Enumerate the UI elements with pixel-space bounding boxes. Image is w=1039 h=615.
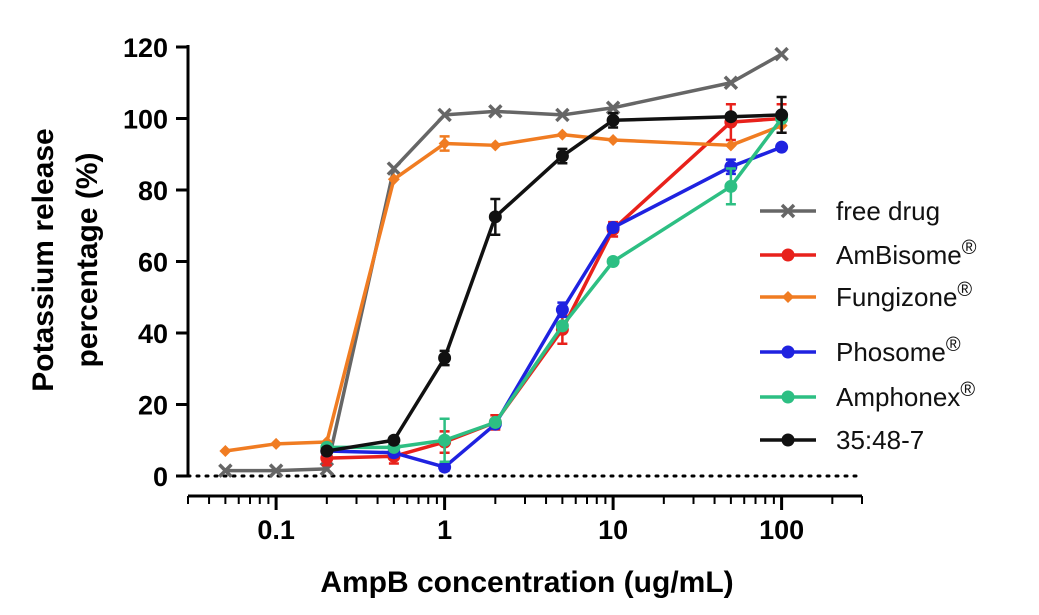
y-tick-label: 100 xyxy=(123,105,168,135)
legend-swatch-marker xyxy=(781,248,795,262)
legend-item: 35:48-7 xyxy=(760,425,924,455)
series-layer xyxy=(218,46,789,478)
registered-mark: ® xyxy=(957,279,972,301)
y-tick-label: 80 xyxy=(138,176,168,206)
data-point xyxy=(270,437,283,450)
data-point xyxy=(555,319,569,333)
data-point xyxy=(724,139,737,152)
data-point xyxy=(438,433,452,447)
data-point xyxy=(488,104,503,119)
data-point xyxy=(219,444,232,457)
data-point xyxy=(724,110,738,124)
registered-mark: ® xyxy=(946,334,961,356)
data-point xyxy=(723,75,739,90)
data-point xyxy=(555,303,569,317)
legend-swatch-marker xyxy=(781,345,795,359)
data-point xyxy=(556,128,569,141)
legend-label: Amphonex® xyxy=(836,379,975,412)
axes: 0 20 40 60 80 100 120 0.1 1 10 100 xyxy=(123,33,864,545)
y-tick-label: 40 xyxy=(138,319,168,349)
data-point xyxy=(606,255,620,268)
x-axis-title: AmpB concentration (ug/mL) xyxy=(320,566,733,599)
data-point xyxy=(387,433,401,447)
legend-item: Phosome® xyxy=(760,334,961,367)
series-line xyxy=(326,145,783,469)
series-line xyxy=(225,52,783,473)
registered-mark: ® xyxy=(962,237,977,259)
registered-mark: ® xyxy=(960,379,975,401)
legend-label: 35:48-7 xyxy=(836,425,924,455)
data-point xyxy=(724,179,738,193)
data-point xyxy=(268,463,284,478)
data-point xyxy=(775,140,789,154)
legend-swatch-marker xyxy=(781,390,795,404)
legend-label: Fungizone® xyxy=(836,279,972,312)
data-point xyxy=(606,113,620,127)
y-axis-title-line-1: Potassium release xyxy=(27,128,60,391)
data-point xyxy=(774,46,789,62)
legend-item: Fungizone® xyxy=(760,279,972,312)
data-point xyxy=(386,161,402,176)
data-point xyxy=(607,133,620,146)
series-free-drug xyxy=(218,46,789,478)
data-point xyxy=(438,460,452,474)
data-point xyxy=(489,139,502,152)
data-point xyxy=(218,463,233,478)
data-point xyxy=(387,173,400,186)
x-tick-label: 10 xyxy=(598,515,628,545)
x-tick-label: 0.1 xyxy=(257,515,295,545)
series-line xyxy=(225,124,783,453)
series-ambisome xyxy=(320,102,789,467)
data-point xyxy=(555,107,570,123)
data-point xyxy=(488,210,502,224)
y-tick-label: 120 xyxy=(123,33,168,63)
legend: free drug AmBisome® Fungizone® Phosome® Amph… xyxy=(760,196,977,455)
series-35-48-7 xyxy=(320,95,789,458)
legend-item: Amphonex® xyxy=(760,379,975,412)
legend-item: free drug xyxy=(760,196,940,226)
data-point xyxy=(775,108,789,122)
series-line xyxy=(326,113,782,453)
data-point xyxy=(555,149,569,163)
legend-swatch-marker xyxy=(780,203,796,219)
y-tick-label: 20 xyxy=(138,391,168,421)
y-tick-label: 60 xyxy=(138,248,168,278)
legend-swatch-marker xyxy=(781,433,795,447)
y-tick-label: 0 xyxy=(153,462,168,492)
data-point xyxy=(605,100,621,116)
x-tick-label: 1 xyxy=(437,515,452,545)
x-tick-label: 100 xyxy=(759,515,804,545)
data-point xyxy=(606,221,620,235)
data-point xyxy=(488,415,502,429)
legend-label: AmBisome® xyxy=(836,237,977,270)
data-point xyxy=(438,137,451,150)
legend-label: Phosome® xyxy=(836,334,961,367)
legend-label: free drug xyxy=(836,196,940,226)
legend-swatch-marker xyxy=(782,291,794,303)
series-line xyxy=(326,117,784,450)
series-fungizone xyxy=(219,119,788,457)
data-point xyxy=(437,107,452,123)
data-point xyxy=(320,444,334,458)
y-axis-title-line-2: percentage (%) xyxy=(71,152,104,367)
data-point xyxy=(438,351,452,365)
legend-item: AmBisome® xyxy=(760,237,977,270)
data-point xyxy=(724,160,738,174)
